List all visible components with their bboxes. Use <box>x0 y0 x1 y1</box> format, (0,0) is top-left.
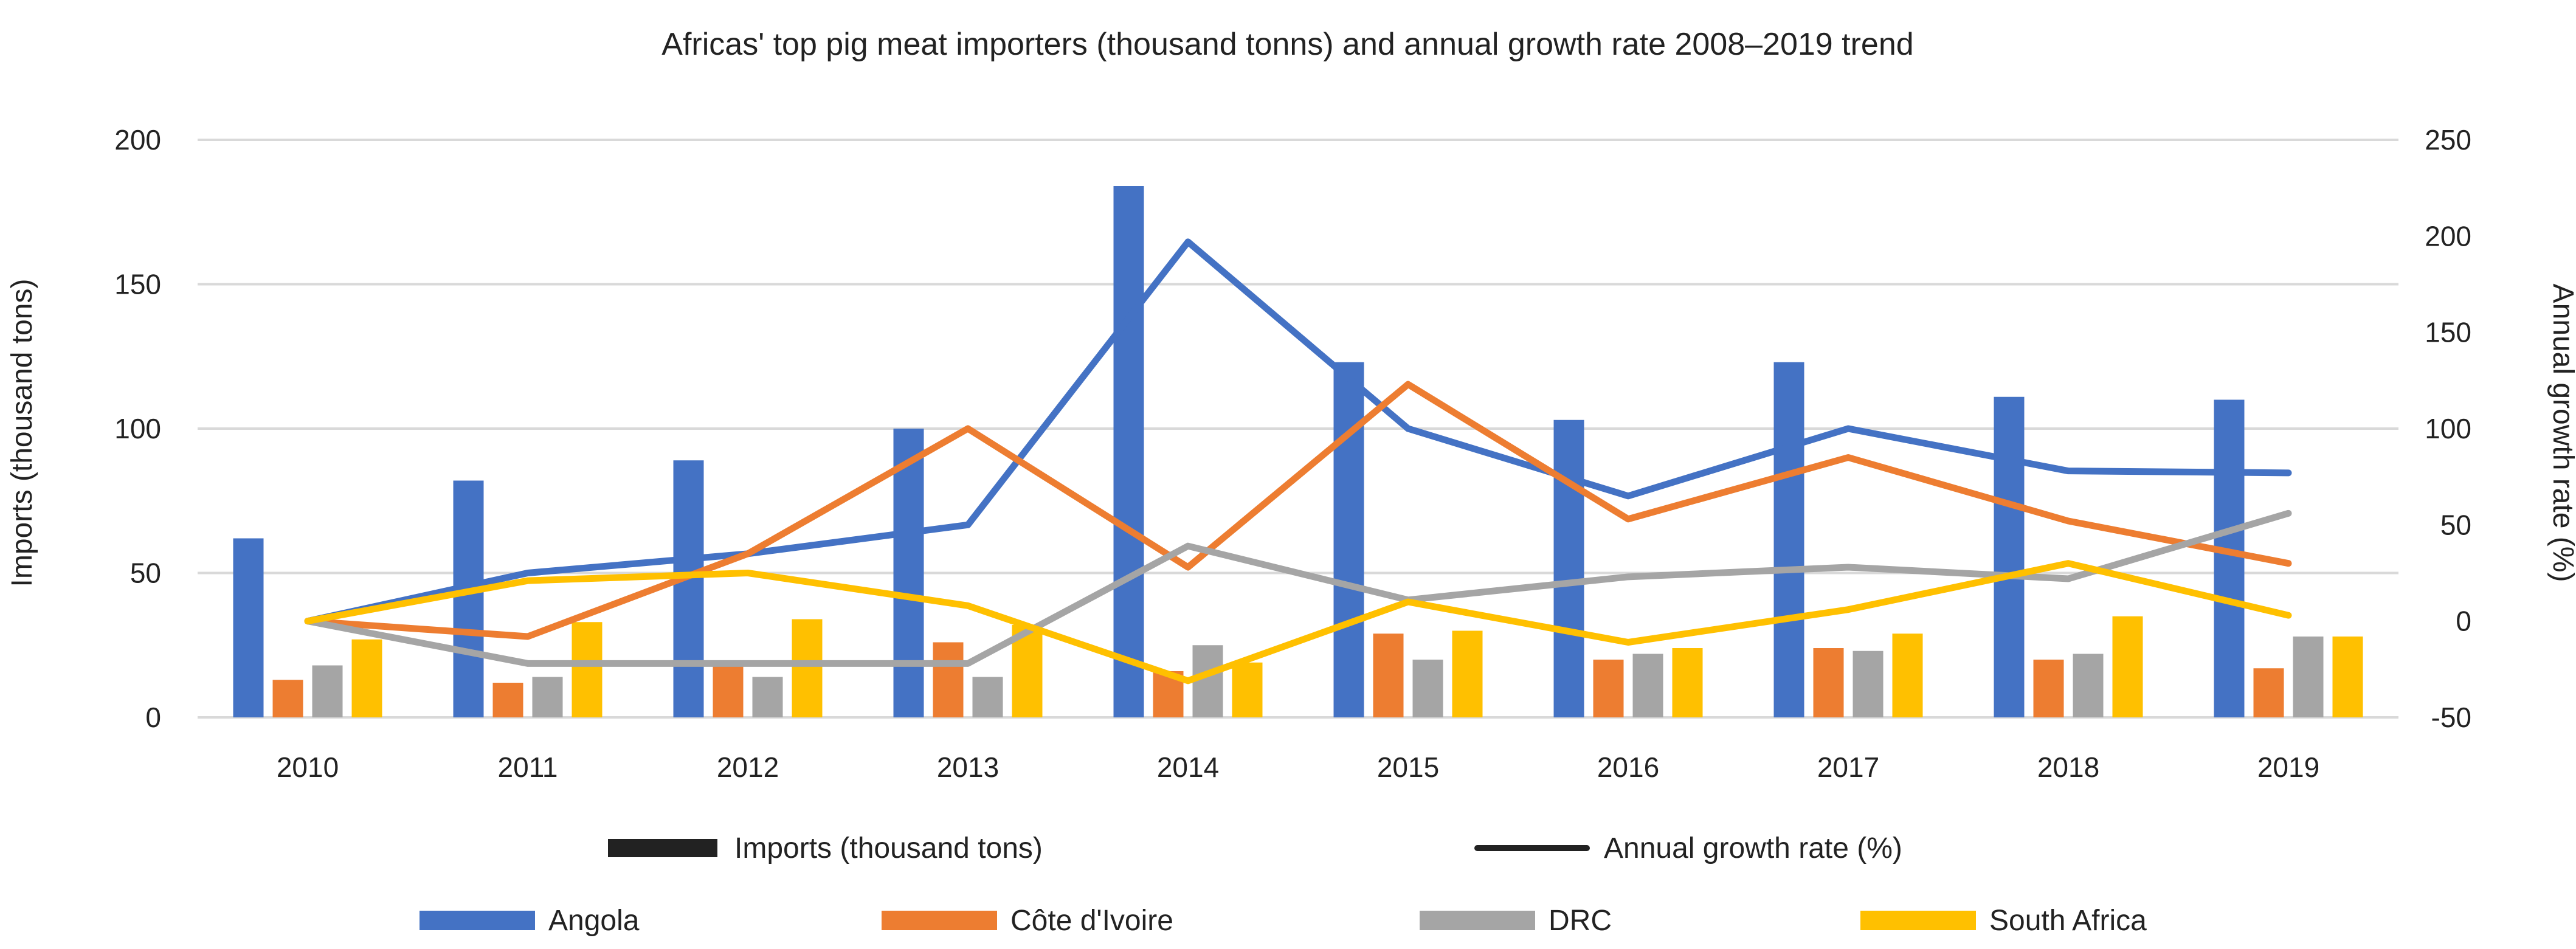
line-cote-d-ivoire <box>304 381 2292 640</box>
left-axis-title: Imports (thousand tons) <box>6 279 38 587</box>
x-tick-label: 2014 <box>1157 751 1219 783</box>
bar-drc-2015 <box>1412 660 1443 717</box>
right-tick-label: 0 <box>2456 606 2471 637</box>
x-tick-label: 2019 <box>2257 751 2319 783</box>
right-tick-label: 200 <box>2425 220 2471 252</box>
x-tick-label: 2017 <box>1817 751 1879 783</box>
bar-south-africa-2016 <box>1672 648 1703 717</box>
bar-drc-2018 <box>2073 654 2104 717</box>
bar-angola-2014 <box>1113 186 1144 717</box>
x-tick-label: 2013 <box>937 751 999 783</box>
bar-drc-2013 <box>972 677 1003 717</box>
bar-angola-2011 <box>453 480 484 717</box>
x-tick-label: 2018 <box>2037 751 2099 783</box>
left-tick-label: 150 <box>114 269 161 300</box>
legend-label-drc: DRC <box>1549 905 1612 937</box>
bar-cote-d-ivoire-2016 <box>1593 660 1624 717</box>
x-tick-label: 2011 <box>498 751 558 783</box>
bar-cote-d-ivoire-2018 <box>2033 660 2064 717</box>
bar-cote-d-ivoire-2011 <box>492 683 523 717</box>
bar-cote-d-ivoire-2012 <box>713 665 744 717</box>
x-tick-label: 2016 <box>1597 751 1659 783</box>
legend-swatch-drc <box>1420 911 1535 930</box>
left-tick-label: 200 <box>114 124 161 156</box>
right-tick-label: -50 <box>2431 702 2471 733</box>
left-axis-ticks: 0 50 100 150 200 <box>114 124 161 733</box>
left-tick-label: 0 <box>145 702 161 733</box>
bar-south-africa-2019 <box>2332 637 2363 717</box>
bar-south-africa-2012 <box>792 619 823 717</box>
bar-angola-2015 <box>1333 362 1364 717</box>
bar-drc-2011 <box>532 677 563 717</box>
bar-cote-d-ivoire-2019 <box>2253 668 2284 717</box>
bar-drc-2010 <box>312 665 343 717</box>
line-angola <box>304 238 2292 625</box>
bar-south-africa-2018 <box>2112 616 2143 717</box>
growth-lines <box>304 238 2292 685</box>
right-tick-label: 250 <box>2425 124 2471 156</box>
legend-swatch-cote-d-ivoire <box>882 911 997 930</box>
bar-drc-2016 <box>1632 654 1663 717</box>
right-tick-label: 150 <box>2425 317 2471 348</box>
bar-drc-2014 <box>1192 645 1223 717</box>
bar-south-africa-2015 <box>1452 630 1483 717</box>
bars <box>233 186 2363 717</box>
bar-drc-2019 <box>2293 637 2324 717</box>
legend-label-cote-d-ivoire: Côte d'Ivoire <box>1010 905 1173 937</box>
x-axis-ticks: 2010 2011 2012 2013 2014 2015 2016 2017 2018 2019 <box>277 751 2319 783</box>
legend-swatch-imports <box>608 839 717 857</box>
bar-cote-d-ivoire-2013 <box>933 642 964 717</box>
bar-cote-d-ivoire-2010 <box>272 680 303 717</box>
bar-angola-2016 <box>1553 419 1584 717</box>
line-south-africa <box>304 560 2292 685</box>
bar-angola-2010 <box>233 538 264 717</box>
legend-label: Annual growth rate (%) <box>1604 832 1902 864</box>
legend-swatch-angola <box>420 911 535 930</box>
right-tick-label: 100 <box>2425 413 2471 444</box>
chart-title: Africas' top pig meat importers (thousan… <box>661 27 1913 62</box>
x-tick-label: 2010 <box>277 751 339 783</box>
bar-cote-d-ivoire-2017 <box>1813 648 1844 717</box>
bar-angola-2018 <box>1994 396 2025 717</box>
legend-swatch-south-africa <box>1860 911 1976 930</box>
legend: Imports (thousand tons) Annual growth rat… <box>420 832 2147 937</box>
bar-south-africa-2010 <box>351 639 382 717</box>
bar-cote-d-ivoire-2015 <box>1373 633 1404 717</box>
bar-south-africa-2011 <box>571 622 603 717</box>
legend-label: Imports (thousand tons) <box>734 832 1043 864</box>
bar-angola-2017 <box>1773 362 1804 717</box>
bar-angola-2019 <box>2214 399 2245 717</box>
line-drc <box>304 509 2292 667</box>
left-tick-label: 100 <box>114 413 161 444</box>
x-tick-label: 2015 <box>1377 751 1439 783</box>
bar-angola-2013 <box>893 429 924 717</box>
right-axis-title: Annual growth rate (%) <box>2547 284 2576 582</box>
gridlines <box>198 139 2398 719</box>
right-tick-label: 50 <box>2440 509 2471 540</box>
bar-drc-2017 <box>1853 650 1884 717</box>
x-tick-label: 2012 <box>717 751 779 783</box>
legend-label-angola: Angola <box>548 905 640 937</box>
right-axis-ticks: -50 0 50 100 150 200 250 <box>2425 124 2471 733</box>
left-tick-label: 50 <box>130 557 161 589</box>
bar-drc-2012 <box>752 677 783 717</box>
bar-angola-2012 <box>673 460 704 717</box>
bar-south-africa-2014 <box>1232 662 1263 717</box>
legend-label-south-africa: South Africa <box>1989 905 2147 937</box>
bar-south-africa-2017 <box>1892 633 1923 717</box>
